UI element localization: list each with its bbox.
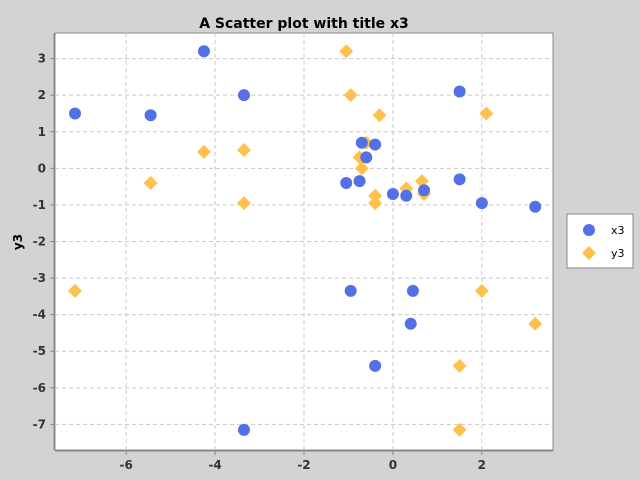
x-tick-label: 0: [389, 458, 397, 472]
x-tick-label: -4: [208, 458, 221, 472]
x3-point: [529, 200, 542, 213]
legend: x3 y3: [566, 213, 634, 269]
legend-marker-x3: [583, 224, 595, 236]
y3-point: [474, 283, 489, 298]
y-tick-label: -6: [33, 381, 46, 395]
x3-point: [400, 189, 413, 202]
y3-point: [339, 44, 354, 59]
x3-point: [69, 107, 82, 120]
y3-point: [68, 283, 83, 298]
x3-point: [355, 136, 368, 149]
y-tick-label: 2: [38, 88, 46, 102]
y3-point: [354, 161, 369, 176]
x-tick-label: -6: [119, 458, 132, 472]
y-tick-label: -2: [33, 235, 46, 249]
y3-point: [528, 316, 543, 331]
x3-point: [453, 85, 466, 98]
y-tick-label: 3: [38, 52, 46, 66]
data-points: [68, 44, 543, 437]
x3-point: [418, 184, 431, 197]
y3-point: [236, 196, 251, 211]
y-tick-label: -4: [33, 308, 46, 322]
y-tick-label: -7: [33, 417, 46, 431]
x-tick-label: 2: [478, 458, 486, 472]
y-axis: 3 2 1 0 -1 -2 -3 -4 -5 -6 -7: [33, 33, 55, 450]
x3-point: [386, 187, 399, 200]
y3-point: [479, 106, 494, 121]
legend-box: [566, 213, 634, 269]
x3-point: [369, 138, 382, 151]
legend-label-y3: y3: [611, 247, 625, 260]
x3-point: [237, 423, 250, 436]
x3-point: [404, 317, 417, 330]
legend-label-x3: x3: [611, 224, 625, 237]
y-tick-label: 0: [38, 161, 46, 175]
y3-point: [372, 108, 387, 123]
y-tick-label: 1: [38, 125, 46, 139]
y3-point: [343, 88, 358, 103]
x3-point: [340, 176, 353, 189]
x3-point: [197, 45, 210, 58]
x-tick-label: -2: [297, 458, 310, 472]
y-tick-label: -5: [33, 344, 46, 358]
x3-point: [237, 89, 250, 102]
y-axis-title: y3: [11, 234, 25, 250]
x-axis: -6 -4 -2 0 2: [55, 450, 553, 472]
legend-marker-y3: [582, 246, 596, 260]
x3-point: [353, 175, 366, 188]
y3-point: [452, 422, 467, 437]
x3-point: [344, 284, 357, 297]
x3-point: [406, 284, 419, 297]
y3-point: [452, 358, 467, 373]
x3-point: [475, 197, 488, 210]
y3-point: [368, 188, 383, 203]
y-tick-label: -1: [33, 198, 46, 212]
x3-point: [369, 359, 382, 372]
y-tick-label: -3: [33, 271, 46, 285]
chart-title: A Scatter plot with title x3: [199, 16, 409, 32]
y3-point: [196, 144, 211, 159]
grid-lines: [55, 33, 553, 450]
y3-point: [368, 196, 383, 211]
x3-point: [453, 173, 466, 186]
y3-point: [143, 175, 158, 190]
x3-point: [360, 151, 373, 164]
x3-point: [144, 109, 157, 122]
y3-point: [236, 143, 251, 158]
